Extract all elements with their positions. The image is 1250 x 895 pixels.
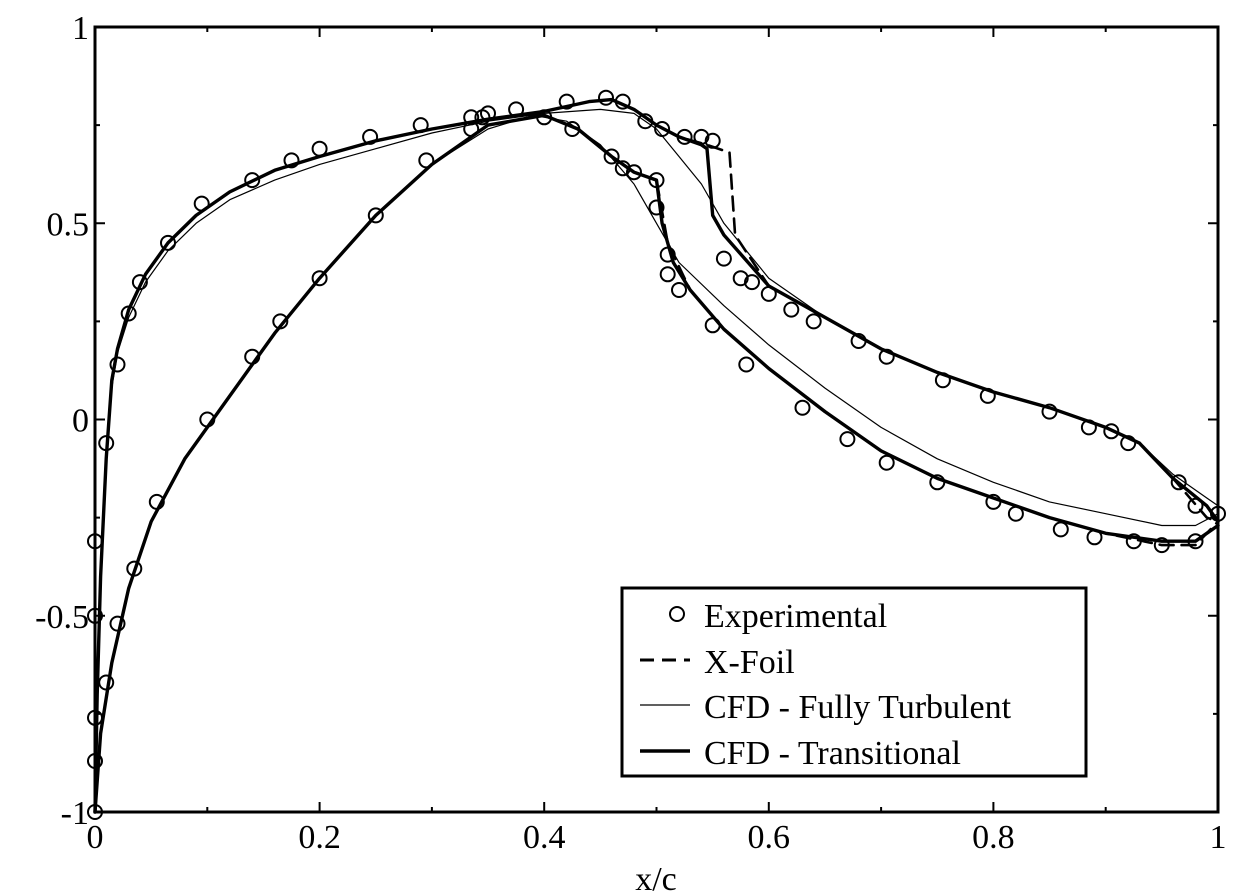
- experimental-point: [732, 270, 749, 287]
- experimental-point: [244, 172, 261, 189]
- experimental-point: [283, 152, 300, 169]
- experimental-point: [934, 372, 951, 389]
- experimental-point: [715, 250, 732, 267]
- x-tick-label: 0.2: [298, 819, 341, 856]
- experimental-point: [367, 207, 384, 224]
- experimental-point: [878, 348, 895, 365]
- x-tick-label: 0.4: [523, 819, 566, 856]
- experimental-point: [850, 333, 867, 349]
- experimental-point: [626, 164, 642, 181]
- experimental-point: [783, 301, 800, 318]
- experimental-point: [272, 313, 289, 330]
- experimental-point: [120, 305, 137, 322]
- experimental-point: [637, 113, 654, 130]
- experimental-point: [131, 274, 148, 291]
- experimental-point: [1120, 435, 1137, 452]
- experimental-point: [614, 160, 631, 177]
- y-tick-label: -0.5: [35, 599, 89, 636]
- experimental-point: [160, 234, 176, 251]
- experimental-point: [463, 109, 480, 126]
- experimental-point: [760, 285, 777, 302]
- experimental-point: [1041, 403, 1058, 420]
- experimental-point: [148, 493, 165, 510]
- experimental-point: [109, 615, 126, 632]
- legend-box: [620, 586, 1088, 778]
- ticks-layer: 0 0.2 0.4 0.6 0.8 1 -1 -0.5 0 0.5 1: [35, 10, 1226, 856]
- experimental-point: [648, 199, 665, 216]
- experimental-point: [704, 317, 721, 334]
- experimental-point: [193, 195, 210, 212]
- legend-fully-turbulent-label: CFD - Fully Turbulent: [704, 689, 1012, 726]
- experimental-point: [878, 454, 895, 471]
- legend-xfoil-label: X-Foil: [704, 644, 795, 681]
- experimental-point: [564, 121, 581, 137]
- experimental-point: [929, 474, 946, 491]
- experimental-point: [311, 270, 328, 287]
- experimental-point: [362, 128, 379, 145]
- experimental-point: [1153, 537, 1170, 554]
- x-tick-label: 0.8: [972, 819, 1015, 856]
- experimental-point: [744, 274, 760, 291]
- y-tick-label: 0.5: [47, 206, 90, 243]
- experimental-point: [671, 282, 687, 298]
- legend-experimental-marker: [669, 606, 685, 622]
- x-tick-label: 0: [87, 819, 104, 856]
- x-tick-label: 0.6: [748, 819, 791, 856]
- experimental-point: [98, 674, 115, 691]
- experimental-point: [1187, 497, 1204, 514]
- experimental-point: [704, 132, 721, 149]
- x-tick-label: 1: [1210, 819, 1227, 856]
- experimental-point: [508, 101, 525, 118]
- y-tick-label: 1: [72, 10, 89, 47]
- experimental-point: [98, 435, 115, 452]
- experimental-point: [693, 128, 710, 145]
- experimental-point: [1125, 533, 1142, 550]
- experimental-point: [1007, 505, 1024, 522]
- experimental-point: [614, 93, 631, 110]
- series-line-thick-6: [93, 113, 1220, 814]
- experimental-point: [648, 172, 665, 189]
- experimental-point: [979, 387, 996, 404]
- experimental-point: [1086, 529, 1103, 546]
- experimental-point: [598, 89, 614, 106]
- experimental-point: [311, 140, 328, 157]
- experimental-point: [558, 93, 575, 110]
- legend: Experimental X-Foil CFD - Fully Turbulen…: [620, 586, 1088, 778]
- legend-transitional-label: CFD - Transitional: [704, 735, 961, 772]
- experimental-point: [654, 121, 671, 137]
- experimental-point: [659, 246, 676, 263]
- experimental-point: [463, 121, 480, 137]
- experimental-point: [199, 411, 216, 428]
- experimental-point: [536, 109, 553, 126]
- experimental-point: [805, 313, 822, 330]
- x-axis-label: x/c: [635, 861, 677, 895]
- experimental-point: [1170, 474, 1187, 491]
- experimental-point: [480, 105, 496, 122]
- experimental-point: [985, 493, 1002, 510]
- experimental-point: [1080, 419, 1097, 436]
- experimental-point: [676, 128, 693, 145]
- experimental-point: [1052, 521, 1069, 538]
- experimental-point: [1187, 533, 1204, 550]
- experimental-point: [603, 148, 620, 165]
- y-tick-label: -1: [61, 795, 89, 832]
- experimental-point: [839, 431, 856, 448]
- experimental-point: [109, 356, 126, 373]
- experimental-point: [1103, 423, 1120, 440]
- y-tick-label: 0: [72, 403, 89, 440]
- experimental-point: [659, 266, 676, 283]
- experimental-point: [126, 560, 143, 577]
- experimental-point: [794, 399, 811, 416]
- experimental-point: [418, 152, 435, 169]
- experimental-point: [412, 117, 429, 134]
- experimental-point: [738, 356, 755, 373]
- experimental-point: [244, 348, 261, 365]
- legend-experimental-label: Experimental: [704, 598, 887, 635]
